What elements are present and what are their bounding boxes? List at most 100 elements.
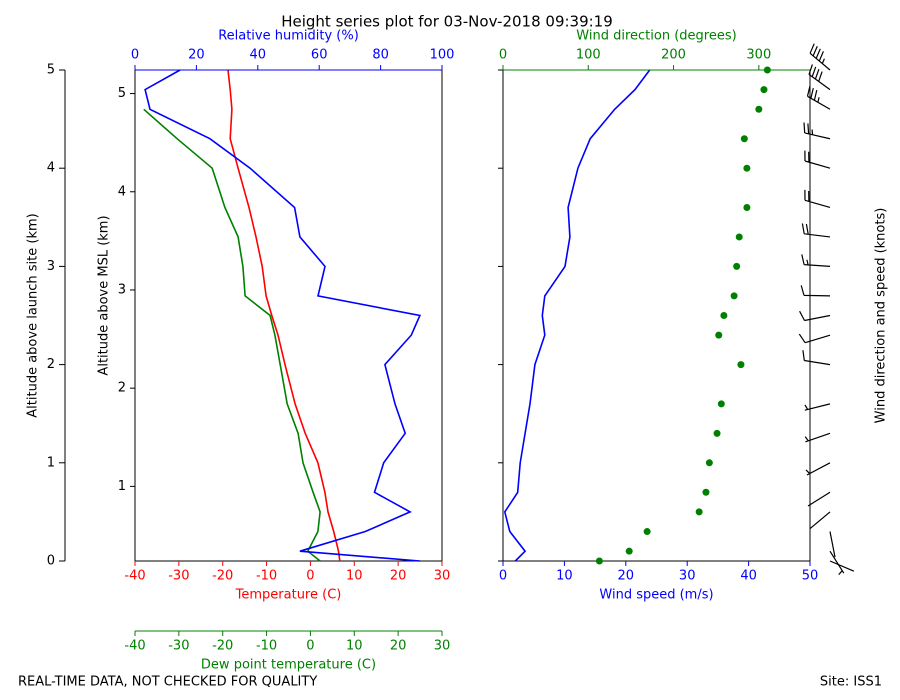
y-tick-label: 0 [47, 554, 55, 569]
plot-frame [502, 69, 811, 562]
x-tick-label: 20 [390, 569, 407, 584]
data-dot [715, 331, 723, 339]
wind-barb [829, 531, 836, 558]
wind-barb [829, 560, 855, 572]
x-tick-label: 0 [499, 569, 507, 584]
wind-barb [801, 254, 831, 267]
wind-barb [800, 285, 831, 297]
data-dot [735, 233, 743, 241]
x-tick-label: 0 [306, 569, 314, 584]
wind-barb [804, 403, 831, 411]
x-tick-label: 100 [430, 48, 455, 63]
x-axis-title: Dew point temperature (C) [201, 658, 376, 673]
data-dot [702, 488, 710, 496]
y2-tick-label: 4 [118, 184, 126, 199]
x-tick-label: 40 [740, 569, 757, 584]
y-tick-label: 5 [47, 63, 55, 78]
wind-barb [808, 64, 831, 91]
x-tick-label: -10 [256, 639, 277, 654]
wind-barb [829, 550, 845, 576]
data-dot [763, 66, 771, 74]
x-tick-label: -20 [212, 639, 233, 654]
data-dot [730, 292, 738, 300]
wind-barb [802, 350, 831, 366]
x-tick-label: 0 [131, 48, 139, 63]
x-tick-label: 20 [188, 48, 205, 63]
wind-barb [809, 43, 831, 71]
data-line [503, 69, 651, 562]
x-axis-title: Wind direction (degrees) [576, 29, 736, 44]
data-dot [717, 400, 725, 408]
wind-barb [805, 462, 831, 476]
plot-frame [134, 69, 443, 562]
data-dot [733, 262, 741, 270]
wind-barb [804, 432, 831, 443]
data-dot [705, 459, 713, 467]
data-line [143, 108, 321, 562]
x-tick-label: 10 [346, 569, 363, 584]
data-dot [625, 547, 633, 555]
y2-tick-label: 1 [118, 479, 126, 494]
y-axis-title: Altitude above launch site (km) [26, 213, 41, 417]
x-tick-label: 0 [306, 639, 314, 654]
y2-tick-label: 3 [118, 282, 126, 297]
data-dot [740, 135, 748, 143]
wind-barb [798, 333, 831, 344]
wind-barb [799, 310, 831, 322]
x-tick-label: 30 [679, 569, 696, 584]
x-tick-label: -10 [256, 569, 277, 584]
x-tick-label: 10 [346, 639, 363, 654]
y2-tick-label: 5 [118, 86, 126, 101]
x-axis-title: Wind speed (m/s) [599, 588, 713, 603]
wind-barb [806, 85, 831, 110]
wind-barb [804, 150, 831, 169]
wind-barb [809, 511, 831, 530]
x-tick-label: 200 [661, 48, 686, 63]
x-axis-title: Temperature (C) [235, 588, 342, 603]
data-line [227, 69, 341, 562]
data-dot [720, 312, 728, 319]
x-axis-title: Relative humidity (%) [218, 29, 359, 44]
x-tick-label: 0 [499, 48, 507, 63]
x-tick-label: -40 [124, 569, 145, 584]
data-line [144, 69, 422, 562]
chart-title: Height series plot for 03-Nov-2018 09:39… [281, 13, 613, 31]
wind-barb [801, 223, 831, 238]
x-tick-label: 30 [434, 639, 451, 654]
footer-note: REAL-TIME DATA, NOT CHECKED FOR QUALITY [18, 675, 317, 690]
data-dot [737, 361, 745, 369]
x-tick-label: 80 [372, 48, 389, 63]
wind-barb [807, 491, 831, 507]
barb-axis-title: Wind direction and speed (knots) [874, 208, 889, 424]
data-dot [595, 557, 603, 565]
y-tick-label: 4 [47, 161, 55, 176]
x-tick-label: 300 [746, 48, 771, 63]
x-tick-label: 30 [434, 569, 451, 584]
data-dot [755, 105, 763, 113]
data-dot [695, 508, 703, 516]
x-tick-label: -30 [168, 639, 189, 654]
data-dot [743, 164, 751, 172]
x-tick-label: 50 [802, 569, 819, 584]
wind-barb [803, 122, 831, 140]
x-tick-label: 100 [576, 48, 601, 63]
y-tick-label: 2 [47, 357, 55, 372]
y2-tick-label: 2 [118, 381, 126, 396]
x-tick-label: -40 [124, 639, 145, 654]
x-tick-label: 20 [618, 569, 635, 584]
x-tick-label: 40 [250, 48, 267, 63]
data-dot [760, 86, 768, 94]
data-dot [713, 429, 721, 437]
x-tick-label: -30 [168, 569, 189, 584]
y2-axis-title: Altitude above MSL (km) [97, 215, 112, 375]
data-dot [643, 528, 651, 536]
footer-site: Site: ISS1 [820, 675, 882, 690]
x-tick-label: 60 [311, 48, 328, 63]
y-tick-label: 3 [47, 259, 55, 274]
y-tick-label: 1 [47, 455, 55, 470]
data-dot [743, 203, 751, 211]
x-tick-label: 10 [556, 569, 573, 584]
x-tick-label: -20 [212, 569, 233, 584]
